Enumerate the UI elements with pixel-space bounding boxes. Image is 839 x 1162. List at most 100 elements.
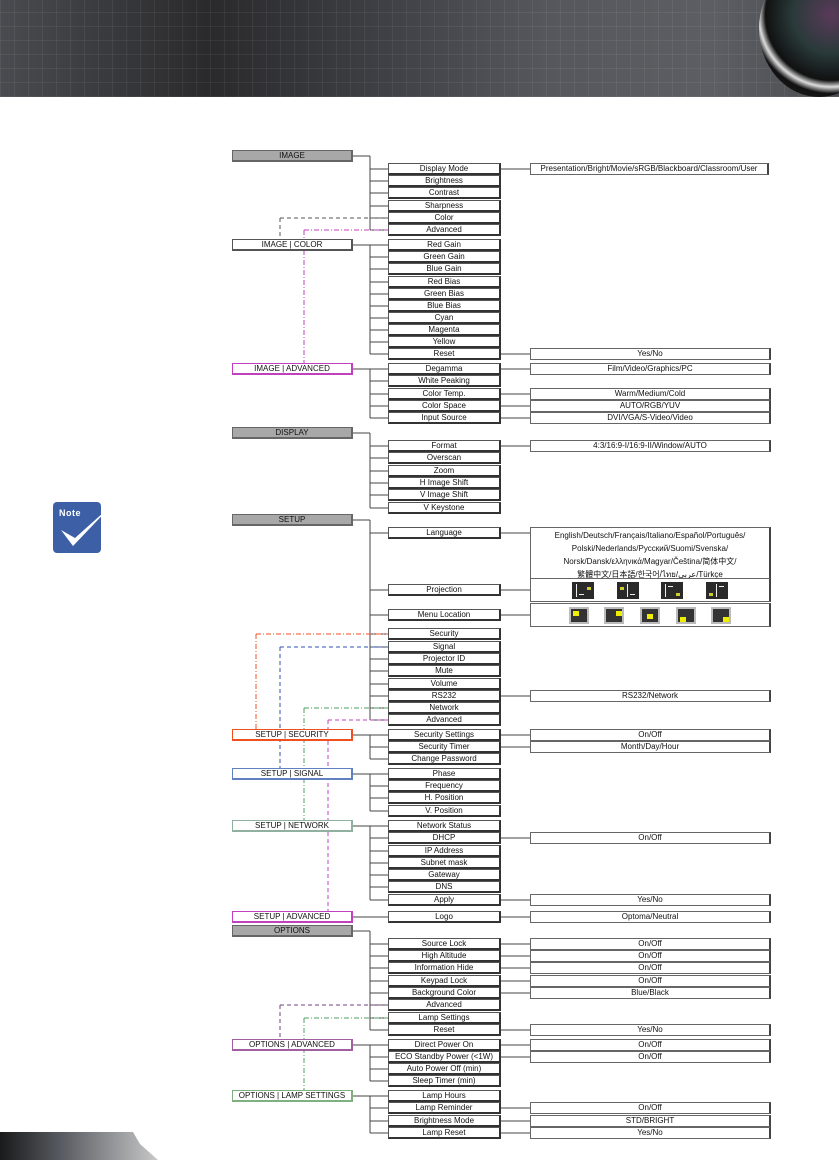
menu-item: Color Space bbox=[388, 400, 501, 412]
page-footer-tab bbox=[0, 1132, 158, 1160]
menu-item-options: Yes/No bbox=[530, 894, 771, 906]
menu-item: ECO Standby Power (<1W) bbox=[388, 1051, 501, 1063]
menu-item: Gateway bbox=[388, 869, 501, 881]
menu-section-display: DISPLAY bbox=[232, 427, 353, 439]
menu-item: Lamp Settings bbox=[388, 1012, 501, 1024]
language-options: English/Deutsch/Français/Italiano/Españo… bbox=[530, 527, 771, 579]
menu-item-options: Optoma/Neutral bbox=[530, 911, 771, 923]
menu-item: Red Gain bbox=[388, 239, 501, 251]
bottom-right-icon bbox=[711, 606, 732, 624]
front-desktop-icon bbox=[572, 581, 595, 599]
menu-section-options: OPTIONS bbox=[232, 925, 353, 937]
menu-item-options: Film/Video/Graphics/PC bbox=[530, 363, 771, 375]
menu-item: Reset bbox=[388, 348, 501, 360]
menu-item-options: On/Off bbox=[530, 962, 771, 974]
menu-item: Auto Power Off (min) bbox=[388, 1063, 501, 1075]
menu-item: Color bbox=[388, 212, 501, 224]
menu-item: Signal bbox=[388, 641, 501, 653]
note-label: Note bbox=[59, 508, 81, 518]
menu-item-options: Warm/Medium/Cold bbox=[530, 388, 771, 400]
menu-item: Advanced bbox=[388, 714, 501, 726]
rear-ceiling-icon bbox=[705, 581, 728, 599]
menu-item: Magenta bbox=[388, 324, 501, 336]
menu-item: Input Source bbox=[388, 412, 501, 424]
menu-item-options: Month/Day/Hour bbox=[530, 741, 771, 753]
menu-item: Projection bbox=[388, 584, 501, 596]
menu-item-options: DVI/VGA/S-Video/Video bbox=[530, 412, 771, 424]
menu-item: Advanced bbox=[388, 224, 501, 236]
menu-item-options: STD/BRIGHT bbox=[530, 1115, 771, 1127]
note-icon: Note bbox=[53, 502, 113, 553]
menu-item: Projector ID bbox=[388, 653, 501, 665]
menu-item: Contrast bbox=[388, 187, 501, 199]
front-ceiling-icon bbox=[661, 581, 684, 599]
menu-item: Reset bbox=[388, 1024, 501, 1036]
menu-item: High Altitude bbox=[388, 950, 501, 962]
menu-item: V. Position bbox=[388, 805, 501, 817]
menu-item: Language bbox=[388, 527, 501, 539]
menu-item-options: On/Off bbox=[530, 1051, 771, 1063]
menu-item-options: 4:3/16:9-I/16:9-II/Window/AUTO bbox=[530, 440, 771, 452]
menu-item: Overscan bbox=[388, 452, 501, 464]
menu-item-options: AUTO/RGB/YUV bbox=[530, 400, 771, 412]
menu-item: Network Status bbox=[388, 820, 501, 832]
menu-item: Menu Location bbox=[388, 609, 501, 621]
menu-item: Blue Bias bbox=[388, 300, 501, 312]
menu-item-options: On/Off bbox=[530, 950, 771, 962]
menu-item-options: Yes/No bbox=[530, 1127, 771, 1139]
menu-item: Mute bbox=[388, 665, 501, 677]
header-banner bbox=[0, 0, 839, 97]
menu-item: Lamp Reset bbox=[388, 1127, 501, 1139]
menu-item: Sleep Timer (min) bbox=[388, 1075, 501, 1087]
menu-item: Green Bias bbox=[388, 288, 501, 300]
menu-item-options: On/Off bbox=[530, 1039, 771, 1051]
menu-item-options: On/Off bbox=[530, 832, 771, 844]
menu-section-image: IMAGE bbox=[232, 150, 353, 162]
menu-item: Brightness bbox=[388, 175, 501, 187]
menu-item-options: Yes/No bbox=[530, 1024, 771, 1036]
menu-item-options: On/Off bbox=[530, 729, 771, 741]
top-right-icon bbox=[604, 606, 625, 624]
menu-location-options bbox=[530, 603, 771, 627]
menu-item: Format bbox=[388, 440, 501, 452]
menu-item: Apply bbox=[388, 894, 501, 906]
menu-item: Cyan bbox=[388, 312, 501, 324]
menu-item: Subnet mask bbox=[388, 857, 501, 869]
rear-desktop-icon bbox=[616, 581, 639, 599]
menu-item: Network bbox=[388, 702, 501, 714]
menu-item: Green Gain bbox=[388, 251, 501, 263]
menu-section-options-lamp-settings: OPTIONS | LAMP SETTINGS bbox=[232, 1090, 353, 1102]
menu-item-options: RS232/Network bbox=[530, 690, 771, 702]
menu-section-setup: SETUP bbox=[232, 514, 353, 526]
menu-item-options: Yes/No bbox=[530, 348, 771, 360]
menu-item: Security bbox=[388, 628, 501, 640]
menu-item: DNS bbox=[388, 881, 501, 893]
menu-item: Phase bbox=[388, 768, 501, 780]
menu-section-image-color: IMAGE | COLOR bbox=[232, 239, 353, 251]
menu-item: RS232 bbox=[388, 690, 501, 702]
language-options-line: 繁體中文/日本語/한국어/ไทย/عربي/Türkçe bbox=[577, 570, 723, 579]
menu-item: Color Temp. bbox=[388, 388, 501, 400]
menu-item: Sharpness bbox=[388, 200, 501, 212]
menu-item: Direct Power On bbox=[388, 1039, 501, 1051]
top-left-icon bbox=[568, 606, 589, 624]
menu-item: H. Position bbox=[388, 792, 501, 804]
menu-section-setup-security: SETUP | SECURITY bbox=[232, 729, 353, 741]
language-options-line: English/Deutsch/Français/Italiano/Españo… bbox=[554, 531, 746, 540]
menu-item: Lamp Hours bbox=[388, 1090, 501, 1102]
menu-section-options-advanced: OPTIONS | ADVANCED bbox=[232, 1039, 353, 1051]
bottom-left-icon bbox=[675, 606, 696, 624]
menu-item: IP Address bbox=[388, 845, 501, 857]
menu-item: Brightness Mode bbox=[388, 1115, 501, 1127]
menu-item: Security Timer bbox=[388, 741, 501, 753]
menu-item: V Keystone bbox=[388, 502, 501, 514]
center-icon bbox=[639, 606, 660, 624]
language-options-line: Norsk/Dansk/ελληνικά/Magyar/Čeština/简体中文… bbox=[563, 557, 737, 566]
menu-item: Blue Gain bbox=[388, 263, 501, 275]
menu-item: Red Bias bbox=[388, 276, 501, 288]
menu-item: V Image Shift bbox=[388, 489, 501, 501]
menu-item-options: On/Off bbox=[530, 938, 771, 950]
menu-item: Background Color bbox=[388, 987, 501, 999]
